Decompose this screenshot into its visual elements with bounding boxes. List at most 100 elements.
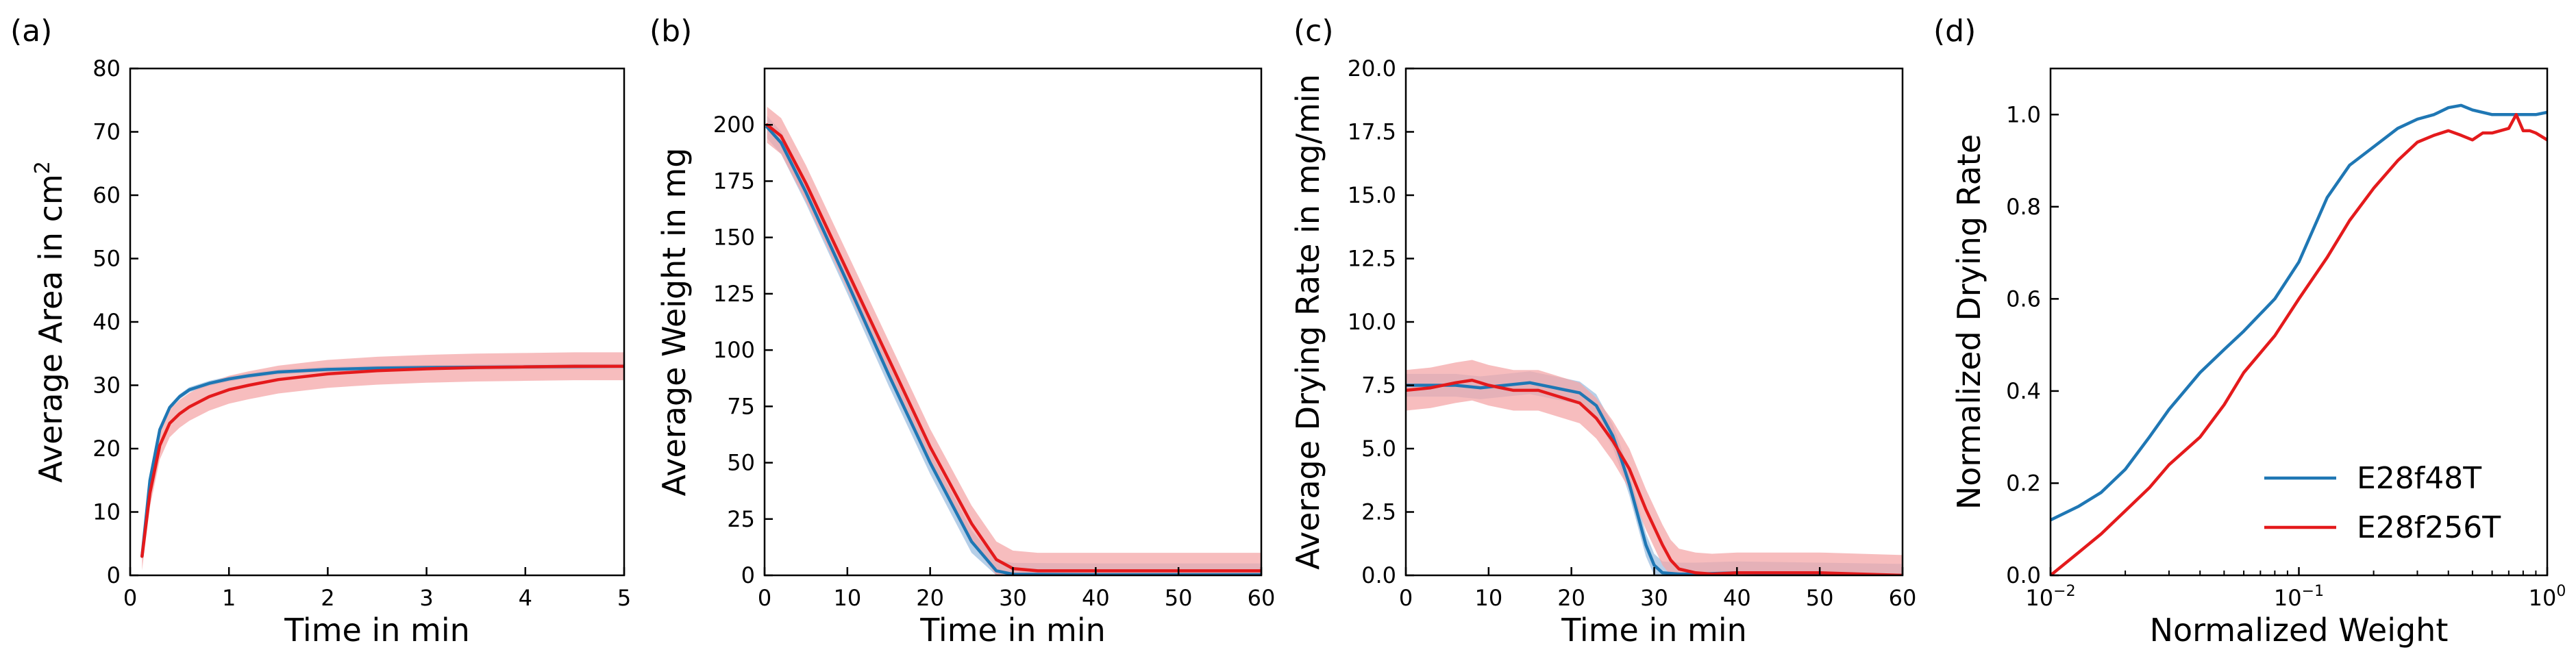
y-tick-label: 50 xyxy=(727,450,755,476)
x-tick-label: 20 xyxy=(1557,585,1585,611)
x-tick-label: 50 xyxy=(1806,585,1834,611)
y-tick-label: 40 xyxy=(92,309,121,335)
series-line-E28f256T xyxy=(1406,378,1903,575)
y-axis-label: Average Weight in mg xyxy=(656,148,693,497)
panel-label: (a) xyxy=(10,14,52,49)
panel-label: (b) xyxy=(649,14,692,49)
x-tick-label: 30 xyxy=(999,585,1027,611)
y-tick-label: 60 xyxy=(92,182,121,208)
x-tick-base: 10 xyxy=(2274,585,2302,611)
x-tick-label: 60 xyxy=(1248,585,1276,611)
series-band-E28f256T xyxy=(767,106,1261,575)
plot-area xyxy=(140,352,624,571)
y-tick-label: 0 xyxy=(741,562,755,588)
x-tick-label: 10 xyxy=(833,585,861,611)
x-tick-label: 4 xyxy=(519,585,532,611)
y-tick-label: 175 xyxy=(713,168,755,194)
x-tick-exponent: −1 xyxy=(2302,583,2324,600)
y-tick-label: 5.0 xyxy=(1361,436,1396,462)
series-line-E28f48T xyxy=(1406,381,1903,575)
plot-frame xyxy=(2049,67,2549,577)
y-tick-label: 10 xyxy=(92,499,121,525)
x-tick-base: 10 xyxy=(2025,585,2053,611)
plot-frame xyxy=(763,67,1263,577)
x-tick-label: 0 xyxy=(123,585,137,611)
y-tick-label: 0.0 xyxy=(1361,562,1396,588)
chart-panel-3: (c) 0 10 20 30 40 50 60 0.0 2.5 5.0 7.5 10.0 12.5 15.0… xyxy=(1289,14,1916,649)
x-tick-label: 0 xyxy=(758,585,771,611)
x-tick-label: 10−1 xyxy=(2274,583,2324,611)
y-tick-label: 125 xyxy=(713,281,755,307)
x-tick-label: 40 xyxy=(1082,585,1110,611)
chart-panel-2: (b) 0 10 20 30 40 50 60 0 25 50 75 100 125 150 175 200 Ti… xyxy=(649,14,1275,649)
x-axis-label: Time in min xyxy=(919,612,1106,649)
x-tick-label: 60 xyxy=(1889,585,1917,611)
chart-panel-4: (d)10−2 10−1 1000.00.20.40.60.81.0Normaliz… xyxy=(1933,14,2566,649)
y-axis-label: Average Drying Rate in mg/min xyxy=(1289,74,1326,570)
y-tick-label: 25 xyxy=(727,506,755,532)
y-tick-label: 17.5 xyxy=(1348,119,1396,145)
x-tick-label: 20 xyxy=(916,585,944,611)
x-tick-exponent: 0 xyxy=(2556,583,2566,600)
series-line-E28f48T xyxy=(140,364,624,558)
plot-area xyxy=(765,106,1261,575)
y-tick-label: 80 xyxy=(92,55,121,82)
y-tick-label: 50 xyxy=(92,246,121,272)
plot-area xyxy=(2051,103,2547,575)
plot-frame xyxy=(129,67,626,577)
series-line-E28f256T xyxy=(2051,113,2547,575)
plot-area xyxy=(1406,360,1903,575)
x-tick-label: 1 xyxy=(222,585,236,611)
y-tick-label: 100 xyxy=(713,337,755,363)
x-tick-label: 100 xyxy=(2529,583,2566,611)
x-axis-label: Time in min xyxy=(1561,612,1747,649)
x-tick-label: 0 xyxy=(1399,585,1413,611)
y-tick-label: 0.6 xyxy=(2006,286,2041,312)
x-axis-label: Normalized Weight xyxy=(2150,612,2449,649)
x-tick-label: 10 xyxy=(1474,585,1502,611)
y-tick-label: 0.2 xyxy=(2006,470,2041,496)
x-tick-label: 40 xyxy=(1723,585,1751,611)
x-tick-label: 2 xyxy=(321,585,334,611)
panel-label: (c) xyxy=(1293,14,1334,49)
y-tick-label: 20 xyxy=(92,436,121,462)
x-tick-label: 30 xyxy=(1640,585,1668,611)
x-axis-label: Time in min xyxy=(284,612,470,649)
x-tick-exponent: −2 xyxy=(2053,583,2075,600)
y-axis-label-text: Average Area in cm xyxy=(32,174,69,483)
y-axis-label-superscript: 2 xyxy=(31,161,55,174)
x-tick-label: 50 xyxy=(1165,585,1193,611)
x-tick-base: 10 xyxy=(2529,585,2557,611)
y-tick-label: 1.0 xyxy=(2006,101,2041,127)
panel-label: (d) xyxy=(1933,14,1976,49)
x-tick-label: 3 xyxy=(419,585,433,611)
series-line-E28f256T xyxy=(140,364,624,558)
y-tick-label: 20.0 xyxy=(1348,55,1396,82)
plot-frame xyxy=(1404,67,1904,577)
y-axis-label: Average Area in cm2 xyxy=(31,161,69,483)
y-tick-label: 30 xyxy=(92,373,121,399)
series-line-E28f48T xyxy=(765,125,1261,575)
y-tick-label: 15.0 xyxy=(1348,182,1396,208)
y-tick-label: 0.4 xyxy=(2006,378,2041,404)
legend-label: E28f48T xyxy=(2357,461,2481,496)
series-line-E28f48T xyxy=(2051,103,2547,522)
series-band-E28f256T xyxy=(1406,360,1903,575)
y-tick-label: 0.8 xyxy=(2006,194,2041,220)
legend-label: E28f256T xyxy=(2357,510,2501,545)
series-line-E28f256T xyxy=(765,123,1261,573)
x-tick-label: 10−2 xyxy=(2025,583,2075,611)
y-tick-label: 12.5 xyxy=(1348,246,1396,272)
y-tick-label: 10.0 xyxy=(1348,309,1396,335)
legend: E28f48T E28f256T xyxy=(2264,461,2501,545)
x-tick-label: 5 xyxy=(617,585,631,611)
series-band-E28f256T xyxy=(142,352,624,571)
y-tick-label: 7.5 xyxy=(1361,373,1396,399)
y-tick-label: 70 xyxy=(92,119,121,145)
y-tick-label: 150 xyxy=(713,225,755,251)
y-tick-label: 0 xyxy=(107,562,121,588)
y-tick-label: 2.5 xyxy=(1361,499,1396,525)
series-band-E28f48T xyxy=(767,116,1261,575)
